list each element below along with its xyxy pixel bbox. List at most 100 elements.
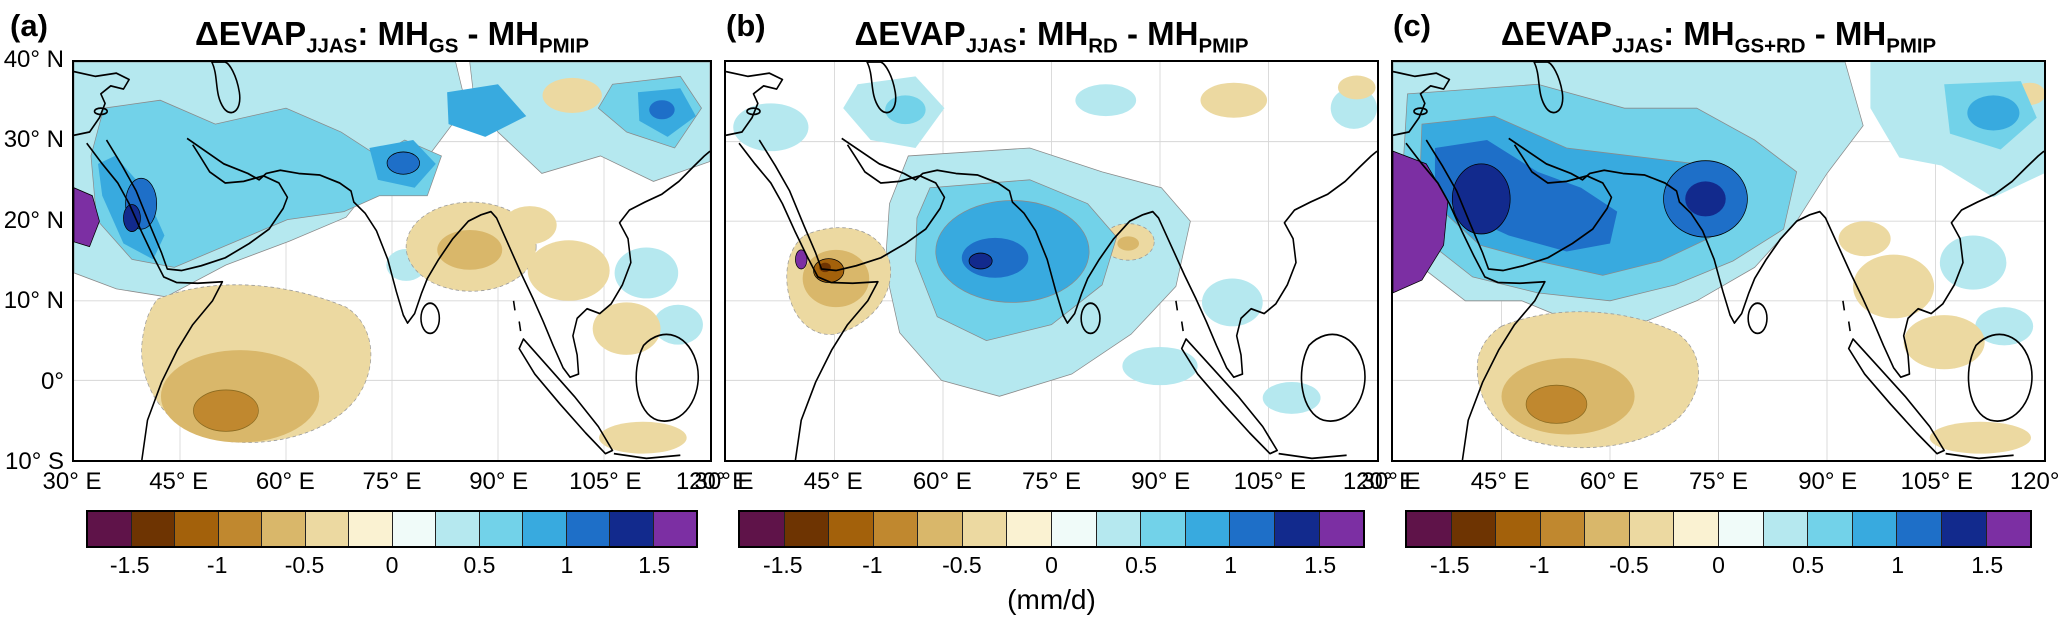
colorbar-cell <box>436 512 480 546</box>
map-a <box>74 62 710 460</box>
colorbar-tick-label: -1.5 <box>762 552 803 578</box>
colorbar-cell <box>262 512 306 546</box>
map-frame-c <box>1391 60 2046 462</box>
colorbar-tick-label: -1.5 <box>109 552 150 578</box>
x-tick-label: 30° E <box>1361 468 1421 495</box>
colorbar-cell <box>1096 512 1142 546</box>
colorbar-cell <box>1407 512 1452 546</box>
x-axis-c: 30° E 45° E 60° E 75° E 90° E 105° E 120° E <box>1362 464 2067 500</box>
map-b <box>726 62 1377 460</box>
colorbar-cell <box>88 512 132 546</box>
colorbar-tick-label: 0 <box>1045 552 1058 578</box>
colorbar-cell <box>1496 512 1541 546</box>
colorbar-tick-label: -1.5 <box>1429 552 1470 578</box>
colorbar-c <box>1405 510 2032 548</box>
colorbar-cell <box>1319 512 1364 546</box>
colorbar-cell <box>784 512 830 546</box>
x-tick-label: 120° E <box>2009 468 2067 495</box>
panel-letter-c: (c) <box>1393 8 1431 43</box>
colorbar-ticks-a: -1.5 -1 -0.5 0 0.5 1 1.5 <box>86 550 698 580</box>
panel-letter-a: (a) <box>10 8 48 43</box>
x-tick-label: 90° E <box>1798 468 1858 495</box>
x-tick-label: 120° E <box>1342 468 1416 495</box>
colorbar-cell <box>131 512 175 546</box>
colorbar-tick-label: 1 <box>560 552 574 578</box>
colorbar-tick-label: 0.5 <box>463 552 496 578</box>
panel-title-c: ΔEVAPJJAS: MHGS+RD - MHPMIP <box>1500 15 1937 58</box>
colorbar-tick-label: 1 <box>1224 552 1238 578</box>
colorbar-cell <box>1941 512 1987 546</box>
colorbar-tick-label: 0 <box>385 552 399 578</box>
y-tick-label: 20° N <box>3 206 64 234</box>
colorbar-cell <box>1897 512 1942 546</box>
x-tick-label: 60° E <box>255 468 315 495</box>
colorbar-cell <box>1763 512 1809 546</box>
y-tick-label: 10° N <box>3 287 64 315</box>
colorbar-tick-label: -0.5 <box>942 552 982 578</box>
map-c <box>1393 62 2044 460</box>
x-axis-a: 30° E 45° E 60° E 75° E 90° E 105° E 120° E <box>43 464 749 500</box>
map-frame-a <box>72 60 712 462</box>
colorbar-ticks-b: -1.5 -1 -0.5 0 0.5 1 1.5 <box>738 550 1365 580</box>
colorbar-cell <box>392 512 436 546</box>
colorbar-tick-label: 1.5 <box>638 552 671 578</box>
map-frame-b <box>724 60 1379 462</box>
colorbar-cell <box>653 512 696 546</box>
colorbar-tick-label: -0.5 <box>284 552 325 578</box>
colorbar-cell <box>829 512 874 546</box>
colorbar-tick-label: -1 <box>862 552 883 578</box>
colorbar-cell <box>1585 512 1630 546</box>
x-axis-b: 30° E 45° E 60° E 75° E 90° E 105° E 120° E <box>695 464 1416 500</box>
y-tick-label: 10° S <box>5 448 64 475</box>
x-tick-label: 120° E <box>675 468 749 495</box>
colorbar-cell <box>1007 512 1053 546</box>
panel-letter-b: (b) <box>726 8 766 43</box>
x-tick-label: 105° E <box>1233 468 1306 495</box>
colorbar-cell <box>740 512 785 546</box>
anomaly-field-b <box>733 75 1377 414</box>
y-tick-label: 40° N <box>3 46 64 73</box>
colorbar-tick-label: 0.5 <box>1125 552 1158 578</box>
colorbar-tick-label: -1 <box>1529 552 1550 578</box>
anomaly-field-c <box>1393 62 2044 454</box>
x-tick-label: 105° E <box>1900 468 1973 495</box>
x-tick-label: 105° E <box>569 468 642 495</box>
y-tick-label: 30° N <box>3 126 64 154</box>
colorbar-cell <box>1274 512 1320 546</box>
x-tick-label: 75° E <box>1689 468 1748 495</box>
x-tick-label: 45° E <box>149 468 209 495</box>
x-tick-label: 30° E <box>42 468 102 495</box>
colorbar-cell <box>610 512 654 546</box>
panel-a: (a) ΔEVAPJJAS: MHGS - MHPMIP 40° N 30° N 2… <box>4 8 749 616</box>
colorbar-cell <box>962 512 1008 546</box>
x-tick-label: 30° E <box>694 468 754 495</box>
x-tick-label: 75° E <box>362 468 422 495</box>
colorbar-tick-label: 0.5 <box>1792 552 1825 578</box>
colorbar-cell <box>1629 512 1675 546</box>
colorbar-cell <box>1141 512 1186 546</box>
y-axis-a: 40° N 30° N 20° N 10° N 0° 10° S <box>4 46 72 475</box>
panel-c: (c) ΔEVAPJJAS: MHGS+RD - MHPMIP <box>1362 8 2067 616</box>
colorbar-cell <box>523 512 567 546</box>
colorbar-tick-label: -1 <box>206 552 228 578</box>
y-tick-label: 0° <box>41 367 64 395</box>
colorbar-cell <box>1230 512 1275 546</box>
colorbar-cell <box>1852 512 1898 546</box>
x-tick-label: 60° E <box>912 468 972 495</box>
colorbar-tick-label: 0 <box>1712 552 1725 578</box>
colorbar-cell <box>1540 512 1586 546</box>
x-tick-label: 90° E <box>469 468 529 495</box>
panel-title-b: ΔEVAPJJAS: MHRD - MHPMIP <box>854 15 1249 58</box>
colorbar-cell <box>479 512 523 546</box>
x-tick-label: 60° E <box>1579 468 1639 495</box>
colorbar-tick-label: -0.5 <box>1609 552 1649 578</box>
colorbar-cell <box>305 512 349 546</box>
colorbar-tick-label: 1.5 <box>1304 552 1337 578</box>
colorbar-units-label: (mm/d) <box>1007 584 1096 615</box>
colorbar-cell <box>218 512 262 546</box>
x-tick-label: 45° E <box>1470 468 1530 495</box>
x-tick-label: 45° E <box>803 468 863 495</box>
colorbar-cell <box>1185 512 1231 546</box>
colorbar-cell <box>1986 512 2031 546</box>
colorbar-cell <box>1451 512 1497 546</box>
